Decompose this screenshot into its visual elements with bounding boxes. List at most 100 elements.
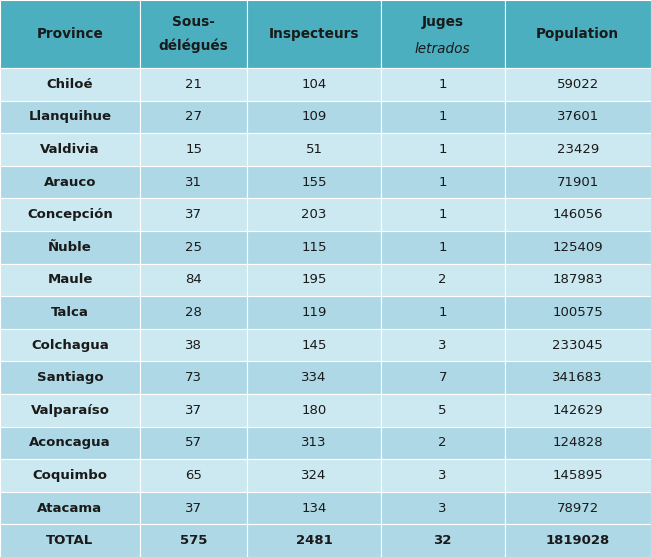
Bar [0,459,140,492]
Text: Concepción: Concepción [27,208,113,221]
Text: 1: 1 [438,208,447,221]
Bar [140,296,247,329]
Bar [140,198,247,231]
Text: 187983: 187983 [553,273,603,286]
Text: 119: 119 [301,306,327,319]
Bar [140,524,247,557]
Text: 71901: 71901 [557,175,599,189]
Bar [381,101,505,133]
Text: Valparaíso: Valparaíso [31,404,109,417]
Bar [505,263,651,296]
Bar [140,133,247,166]
Bar [505,198,651,231]
Bar [247,492,381,524]
Text: 115: 115 [301,241,327,254]
Text: Maule: Maule [48,273,92,286]
Text: 1: 1 [438,110,447,124]
Bar [381,492,505,524]
Bar [247,0,381,68]
Text: 334: 334 [301,371,327,384]
Text: 124828: 124828 [553,436,603,449]
Bar [381,296,505,329]
Text: 1819028: 1819028 [546,534,610,547]
Bar [0,101,140,133]
Text: 2: 2 [438,436,447,449]
Bar [505,459,651,492]
Text: Santiago: Santiago [36,371,104,384]
Bar [140,0,247,68]
Bar [381,263,505,296]
Bar [381,133,505,166]
Text: 134: 134 [301,502,327,515]
Text: 37601: 37601 [557,110,599,124]
Text: 59022: 59022 [557,78,599,91]
Bar [381,231,505,263]
Text: 5: 5 [438,404,447,417]
Text: 37: 37 [185,502,202,515]
Bar [140,361,247,394]
Bar [381,198,505,231]
Text: 145: 145 [301,339,327,351]
Bar [140,101,247,133]
Text: 145895: 145895 [553,469,603,482]
Bar [0,166,140,198]
Bar [247,231,381,263]
Bar [381,166,505,198]
Bar [505,166,651,198]
Text: Llanquihue: Llanquihue [29,110,111,124]
Text: 84: 84 [186,273,202,286]
Text: Coquimbo: Coquimbo [33,469,107,482]
Text: letrados: letrados [415,42,471,56]
Bar [140,394,247,427]
Text: Inspecteurs: Inspecteurs [269,27,359,41]
Text: 1: 1 [438,78,447,91]
Text: 38: 38 [186,339,202,351]
Text: 7: 7 [438,371,447,384]
Text: 57: 57 [185,436,202,449]
Text: 27: 27 [185,110,202,124]
Bar [381,459,505,492]
Bar [0,492,140,524]
Bar [381,427,505,459]
Text: Juges: Juges [422,14,464,29]
Bar [381,68,505,101]
Text: 78972: 78972 [557,502,599,515]
Text: 3: 3 [438,469,447,482]
Text: 180: 180 [301,404,327,417]
Text: 73: 73 [185,371,202,384]
Bar [505,231,651,263]
Text: Arauco: Arauco [44,175,96,189]
Text: 51: 51 [305,143,323,156]
Bar [505,329,651,361]
Text: 28: 28 [186,306,202,319]
Bar [247,101,381,133]
Bar [0,329,140,361]
Bar [505,68,651,101]
Bar [505,133,651,166]
Bar [0,0,140,68]
Bar [381,329,505,361]
Bar [0,361,140,394]
Bar [505,524,651,557]
Text: Ñuble: Ñuble [48,241,92,254]
Text: Sous-: Sous- [173,14,215,29]
Bar [140,231,247,263]
Bar [247,198,381,231]
Bar [0,198,140,231]
Bar [505,296,651,329]
Bar [0,231,140,263]
Bar [140,459,247,492]
Text: 37: 37 [185,404,202,417]
Text: 15: 15 [185,143,202,156]
Text: 155: 155 [301,175,327,189]
Bar [505,361,651,394]
Text: 23429: 23429 [557,143,599,156]
Text: Atacama: Atacama [37,502,103,515]
Bar [0,427,140,459]
Bar [381,394,505,427]
Text: délégués: délégués [159,39,229,53]
Text: 203: 203 [301,208,327,221]
Bar [505,427,651,459]
Text: 146056: 146056 [553,208,603,221]
Text: 109: 109 [301,110,327,124]
